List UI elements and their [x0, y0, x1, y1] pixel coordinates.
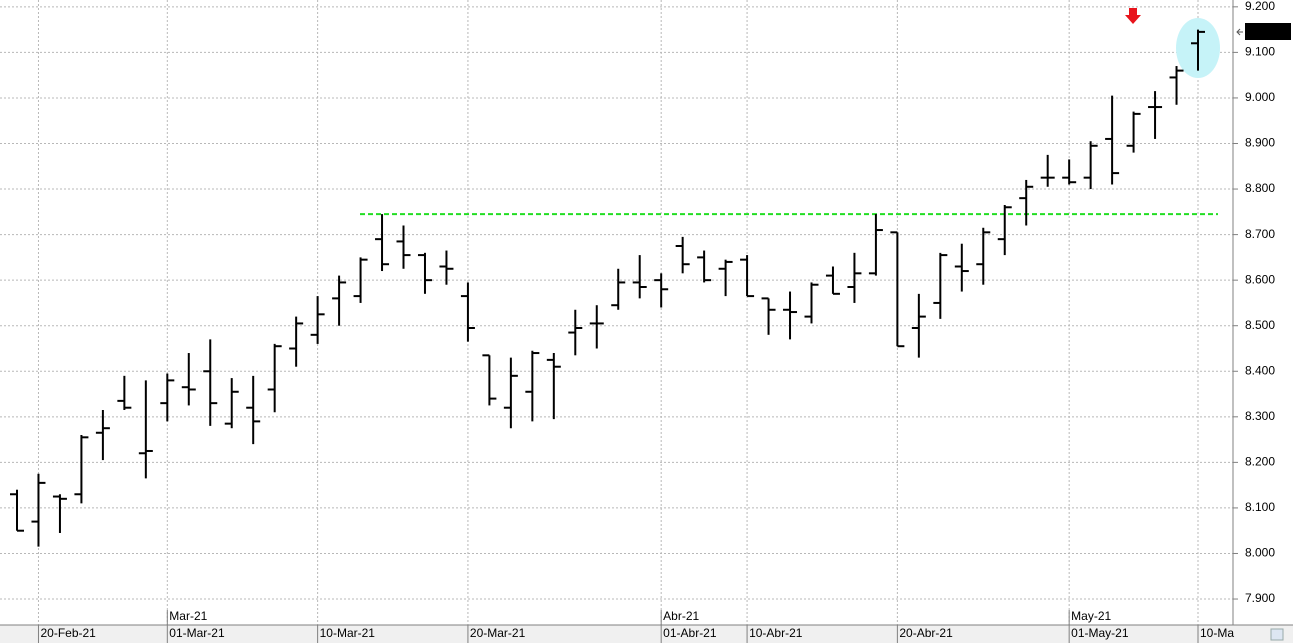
y-tick-label: 8.200: [1245, 455, 1275, 469]
month-label: Abr-21: [663, 609, 699, 623]
x-tick-label: 10-Ma: [1200, 626, 1234, 640]
y-tick-label: 7.900: [1245, 591, 1275, 605]
x-tick-label: 20-Feb-21: [40, 626, 96, 640]
y-tick-label: 8.700: [1245, 227, 1275, 241]
month-label: May-21: [1071, 609, 1111, 623]
y-tick-label: 8.100: [1245, 500, 1275, 514]
x-tick-label: 01-Abr-21: [663, 626, 717, 640]
y-tick-label: 8.500: [1245, 318, 1275, 332]
y-tick-label: 8.900: [1245, 136, 1275, 150]
x-tick-label: 10-Mar-21: [320, 626, 376, 640]
price-marker: [1245, 23, 1291, 40]
x-tick-label: 01-May-21: [1071, 626, 1129, 640]
y-tick-label: 9.200: [1245, 0, 1275, 13]
price-pointer: [1236, 28, 1243, 36]
x-tick-label: 10-Abr-21: [749, 626, 803, 640]
y-tick-label: 8.600: [1245, 272, 1275, 286]
y-tick-label: 9.100: [1245, 45, 1275, 59]
x-axis-band: [0, 625, 1293, 643]
red-arrow: [1125, 8, 1141, 24]
marks: [10, 29, 1218, 547]
x-tick-label: 01-Mar-21: [169, 626, 225, 640]
y-tick-label: 9.000: [1245, 90, 1275, 104]
y-tick-label: 8.000: [1245, 546, 1275, 560]
month-label: Mar-21: [169, 609, 207, 623]
x-tick-label: 20-Abr-21: [899, 626, 953, 640]
y-tick-label: 8.400: [1245, 363, 1275, 377]
corner-icon[interactable]: [1270, 628, 1284, 641]
x-tick-label: 20-Mar-21: [470, 626, 526, 640]
y-tick-label: 8.800: [1245, 181, 1275, 195]
y-tick-label: 8.300: [1245, 409, 1275, 423]
